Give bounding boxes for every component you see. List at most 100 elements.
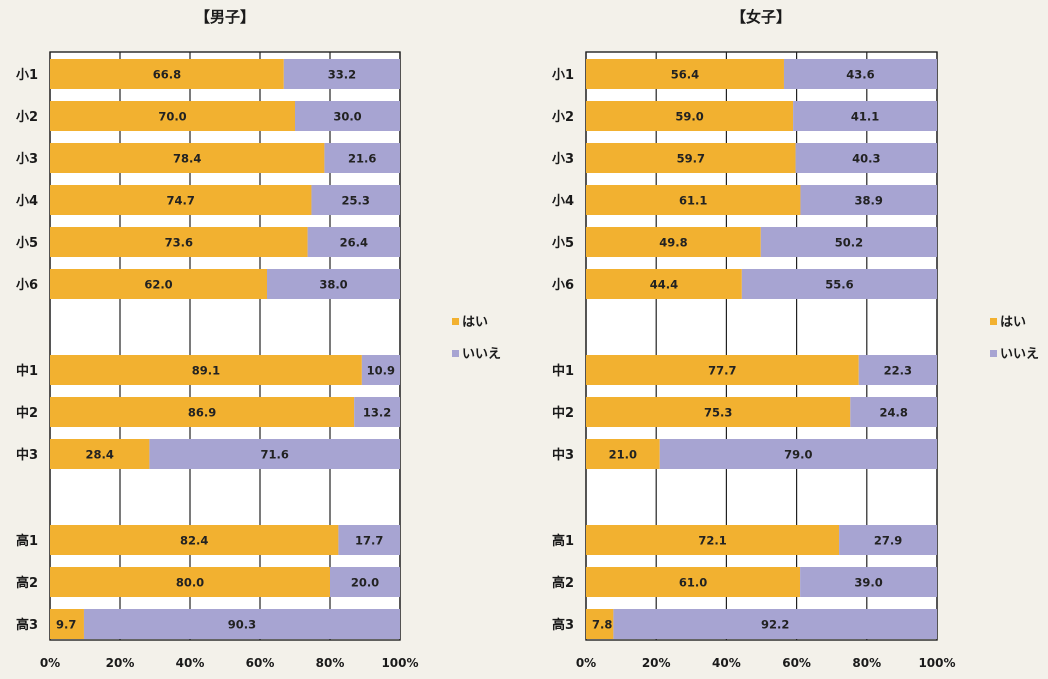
bar-no xyxy=(307,227,400,257)
value-label-yes: 56.4 xyxy=(671,68,699,82)
bar-no xyxy=(324,143,400,173)
value-label-no: 26.4 xyxy=(340,236,368,250)
bar-yes xyxy=(50,355,362,385)
category-label: 小2 xyxy=(16,110,38,125)
bar-yes xyxy=(50,269,267,299)
value-label-yes: 44.4 xyxy=(650,278,678,292)
x-tick-label: 40% xyxy=(712,656,741,670)
x-tick-label: 20% xyxy=(642,656,671,670)
chart-title: 【男子】 xyxy=(195,8,255,26)
bar-no xyxy=(858,355,937,385)
bar-no xyxy=(267,269,400,299)
value-label-no: 41.1 xyxy=(851,110,879,124)
bar-no xyxy=(149,439,400,469)
bar-yes xyxy=(50,59,284,89)
category-label: 中3 xyxy=(552,447,574,463)
bar-no xyxy=(795,143,937,173)
x-tick-label: 60% xyxy=(246,656,275,670)
value-label-no: 22.3 xyxy=(884,364,912,378)
legend-label: はい xyxy=(462,315,488,330)
bar-yes xyxy=(586,525,840,555)
category-label: 小4 xyxy=(552,194,574,209)
bar-yes xyxy=(586,101,794,131)
value-label-yes: 73.6 xyxy=(165,236,193,250)
bar-yes xyxy=(50,143,325,173)
category-label: 中2 xyxy=(16,405,38,421)
value-label-no: 21.6 xyxy=(348,152,376,166)
value-label-yes: 62.0 xyxy=(144,278,172,292)
value-label-yes: 78.4 xyxy=(173,152,201,166)
value-label-yes: 9.7 xyxy=(56,618,76,632)
bar-no xyxy=(741,269,937,299)
x-tick-label: 0% xyxy=(576,656,596,670)
value-label-no: 55.6 xyxy=(825,278,853,292)
category-label: 高3 xyxy=(552,617,574,633)
bar-yes xyxy=(586,185,801,215)
bar-no xyxy=(283,59,400,89)
value-label-no: 38.0 xyxy=(319,278,347,292)
value-label-no: 17.7 xyxy=(355,534,383,548)
bar-no xyxy=(839,525,937,555)
category-label: 小4 xyxy=(16,194,38,209)
bar-no xyxy=(793,101,937,131)
bar-no xyxy=(659,439,937,469)
legend-swatch xyxy=(452,350,459,357)
category-label: 小6 xyxy=(552,278,574,293)
bar-no xyxy=(295,101,400,131)
legend-label: いいえ xyxy=(462,347,501,362)
value-label-no: 30.0 xyxy=(333,110,361,124)
value-label-no: 39.0 xyxy=(854,576,882,590)
value-label-no: 40.3 xyxy=(852,152,880,166)
value-label-yes: 77.7 xyxy=(708,364,736,378)
x-tick-label: 100% xyxy=(918,656,955,670)
legend-swatch xyxy=(452,318,459,325)
value-label-yes: 82.4 xyxy=(180,534,208,548)
value-label-yes: 80.0 xyxy=(176,576,204,590)
value-label-yes: 59.7 xyxy=(677,152,705,166)
bar-no xyxy=(760,227,937,257)
category-label: 小2 xyxy=(552,110,574,125)
value-label-no: 90.3 xyxy=(228,618,256,632)
value-label-yes: 59.0 xyxy=(675,110,703,124)
bar-yes xyxy=(586,227,761,257)
bar-no xyxy=(354,397,400,427)
value-label-yes: 72.1 xyxy=(698,534,726,548)
bar-yes xyxy=(50,397,355,427)
bar-no xyxy=(800,185,937,215)
chart-panel-2: 【女子】 0% 20% 40% 60% 80% 100% 小1 56.4 43.6 小2 59.0 41… xyxy=(552,8,1039,670)
x-tick-label: 0% xyxy=(40,656,60,670)
bar-yes xyxy=(50,185,312,215)
bar-no xyxy=(311,185,400,215)
chart-panel-1: 【男子】 0% 20% 40% 60% 80% 100% 小1 66.8 33.2 小2 70.0 30… xyxy=(16,8,501,670)
bar-yes xyxy=(586,355,859,385)
category-label: 高1 xyxy=(552,533,574,549)
x-tick-label: 80% xyxy=(316,656,345,670)
value-label-yes: 21.0 xyxy=(609,448,637,462)
legend-label: はい xyxy=(1000,315,1026,330)
category-label: 中1 xyxy=(552,363,574,379)
value-label-no: 79.0 xyxy=(784,448,812,462)
category-label: 高1 xyxy=(16,533,38,549)
value-label-yes: 28.4 xyxy=(86,448,114,462)
bar-no xyxy=(83,609,400,639)
legend-label: いいえ xyxy=(1000,347,1039,362)
bar-yes xyxy=(586,143,796,173)
x-tick-label: 20% xyxy=(106,656,135,670)
plot-frame xyxy=(49,51,401,641)
value-label-yes: 86.9 xyxy=(188,406,216,420)
category-label: 小3 xyxy=(16,152,38,167)
category-label: 中2 xyxy=(552,405,574,421)
value-label-no: 13.2 xyxy=(363,406,391,420)
category-label: 高3 xyxy=(16,617,38,633)
bar-yes xyxy=(586,397,851,427)
value-label-yes: 75.3 xyxy=(704,406,732,420)
value-label-no: 25.3 xyxy=(342,194,370,208)
value-label-no: 43.6 xyxy=(846,68,874,82)
category-label: 中1 xyxy=(16,363,38,379)
bar-no xyxy=(850,397,937,427)
category-label: 小1 xyxy=(552,68,574,83)
bar-no xyxy=(361,355,400,385)
bar-no xyxy=(338,525,400,555)
bar-yes xyxy=(586,567,801,597)
